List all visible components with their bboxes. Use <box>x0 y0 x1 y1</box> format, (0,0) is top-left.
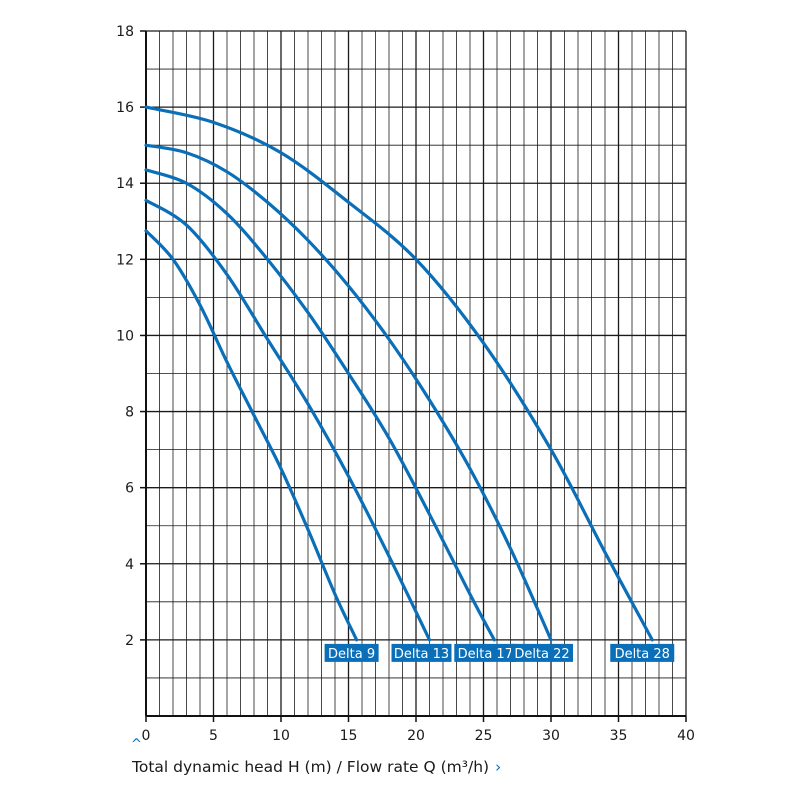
series-labels: Delta 9 Delta 13 Delta 17 Delta 22 Delta 28 <box>324 643 675 662</box>
x-tick-label: 10 <box>272 728 290 744</box>
series-label-box <box>610 643 675 662</box>
y-tick-label: 10 <box>116 328 134 344</box>
grid-minor <box>146 31 686 716</box>
y-tick-label: 14 <box>116 176 134 192</box>
tick-labels: 0 5 10 15 20 25 30 35 40 2 4 6 8 10 12 14 16 18 <box>116 24 695 744</box>
y-tick-label: 16 <box>116 100 134 116</box>
x-axis-label: Total dynamic head H (m) / Flow rate Q (… <box>132 758 490 776</box>
x-tick-label: 5 <box>209 728 218 744</box>
series-label-box <box>391 643 452 662</box>
series-line <box>144 198 432 642</box>
x-tick-label: 0 <box>142 728 151 744</box>
y-tick-label: 4 <box>125 557 134 573</box>
y-tick-label: 6 <box>125 481 134 497</box>
series-label-box <box>511 643 573 662</box>
x-axis-caption: Total dynamic head H (m) / Flow rate Q (… <box>132 758 501 776</box>
x-tick-label: 35 <box>610 728 628 744</box>
y-tick-label: 18 <box>116 24 134 40</box>
series-line <box>144 229 359 642</box>
series-line <box>144 105 654 642</box>
x-tick-label: 25 <box>475 728 493 744</box>
series-label-box <box>454 643 517 662</box>
series-label: Delta 17 <box>458 647 513 662</box>
series-label: Delta 22 <box>514 647 569 662</box>
series-label-box <box>324 643 379 662</box>
chevron-right-icon: › <box>495 758 502 776</box>
series-label: Delta 28 <box>615 647 670 662</box>
x-tick-label: 30 <box>542 728 560 744</box>
y-tick-label: 2 <box>125 633 134 649</box>
x-axis-arrow-icon: ^ <box>131 737 142 752</box>
series-line <box>144 168 496 642</box>
x-tick-label: 20 <box>407 728 425 744</box>
series-label: Delta 9 <box>328 647 375 662</box>
x-tick-label: 15 <box>340 728 358 744</box>
y-tick-label: 8 <box>125 405 134 421</box>
x-tick-label: 40 <box>677 728 695 744</box>
series-label: Delta 13 <box>394 647 449 662</box>
series-lines <box>144 105 654 642</box>
series-line <box>144 143 553 642</box>
y-tick-label: 12 <box>116 252 134 268</box>
